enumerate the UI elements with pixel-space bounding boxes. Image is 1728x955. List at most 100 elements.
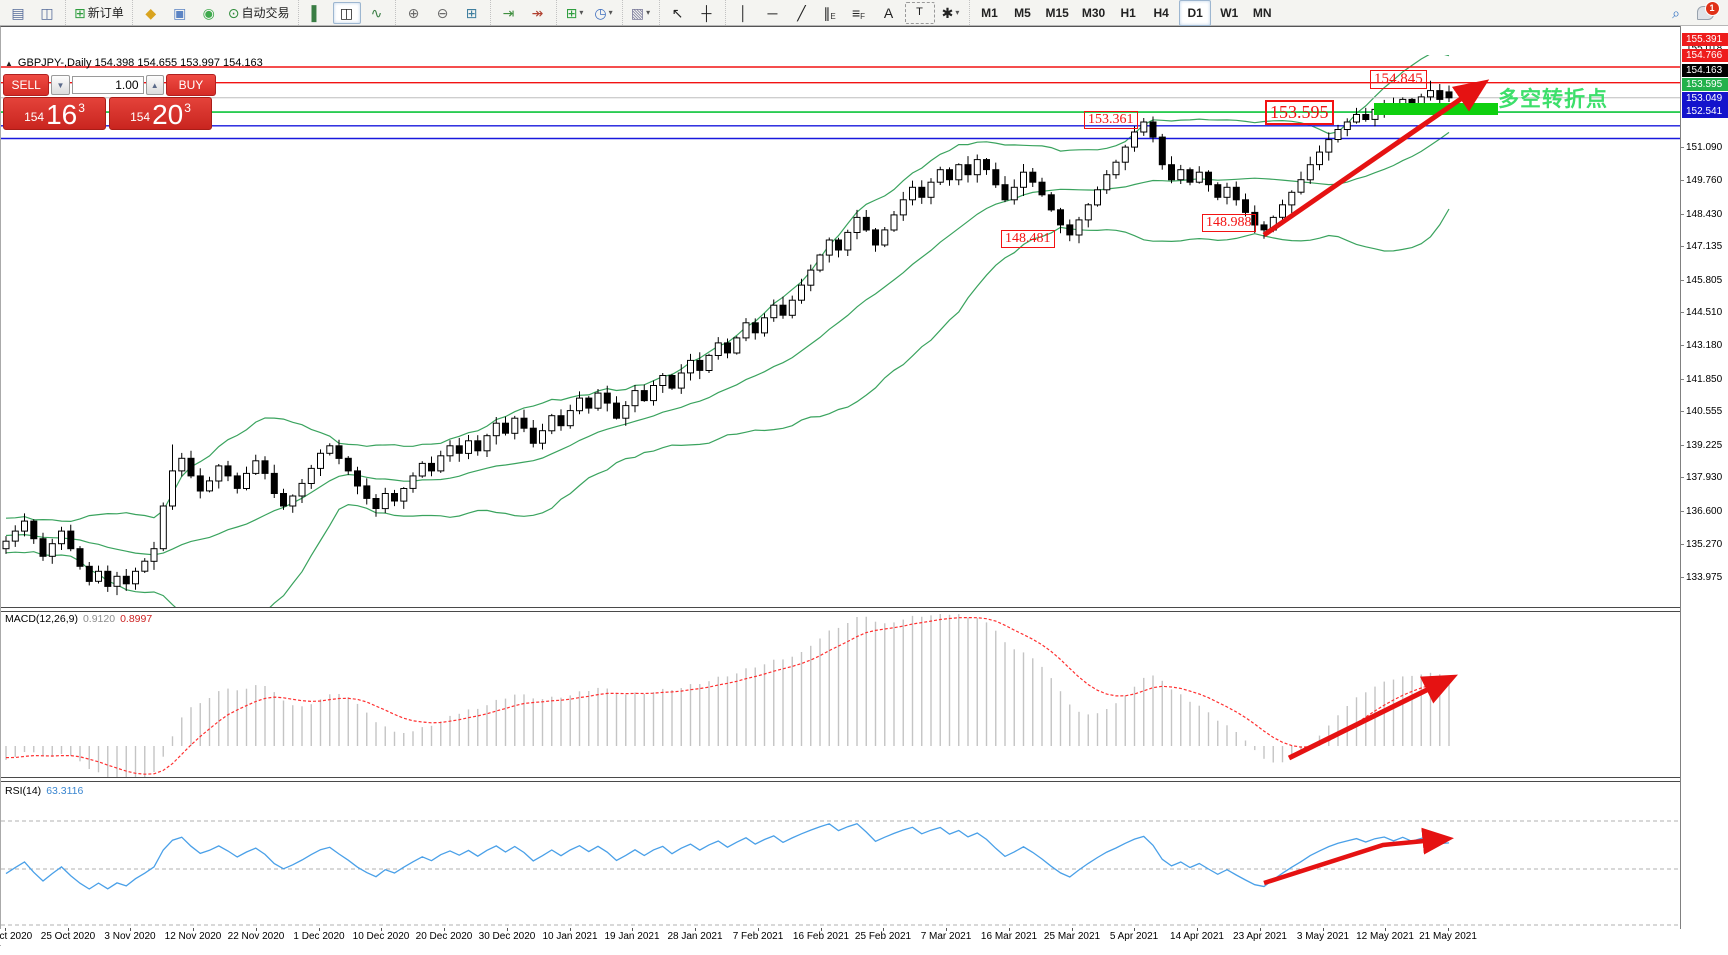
rsi-pane-svg[interactable] <box>1 781 1681 955</box>
market-watch-icon[interactable]: ▣ <box>167 3 193 23</box>
crosshair-icon-glyph: ┼ <box>701 4 712 21</box>
pane-separator[interactable] <box>1 607 1728 612</box>
date-tick <box>946 928 947 931</box>
add-chart-dropdown-icon[interactable]: ⊞ ▾ <box>562 3 588 23</box>
trendline-icon[interactable]: ╱ <box>789 3 815 23</box>
volume-input[interactable] <box>71 76 144 94</box>
auto-trading-button-glyph: ⊙ <box>227 4 240 21</box>
timeframe-H1[interactable]: H1 <box>1113 1 1143 25</box>
trend-arrow-macd[interactable] <box>1287 674 1458 761</box>
date-axis[interactable]: 15 Oct 2020 25 Oct 2020 3 Nov 2020 12 Nov 2… <box>0 928 1728 945</box>
equidistant-channel-icon[interactable]: ∥ E <box>818 3 844 23</box>
timeframe-MN[interactable]: MN <box>1247 1 1277 25</box>
line-chart-type-icon[interactable]: ∿ <box>364 3 390 23</box>
sell-price-prefix: 154 <box>24 110 45 124</box>
text-tool-icon[interactable]: A <box>876 3 902 23</box>
charts-window-icon[interactable]: ▤ <box>5 3 31 23</box>
date-tick <box>256 928 257 931</box>
date-axis-label: 22 Nov 2020 <box>227 931 285 942</box>
date-tick <box>1009 928 1010 931</box>
candlestick-type-icon-glyph: ◫ <box>339 4 354 21</box>
price-axis-label: 145.805 <box>1681 275 1722 286</box>
macd-name: MACD(12,26,9) <box>5 613 78 625</box>
date-axis-label: 30 Dec 2020 <box>478 931 536 942</box>
crosshair-icon[interactable]: ┼ <box>694 3 720 23</box>
rsi-indicator-label: RSI(14) 63.3116 <box>5 785 83 797</box>
toolbar-group: ⊞ ▾ ◷ ▾ <box>555 0 622 25</box>
tile-windows-icon[interactable]: ⊞ <box>459 3 485 23</box>
arrows-tool-icon[interactable]: ✱ ▾ <box>938 3 964 23</box>
price-label-annotation-148481[interactable]: 148.481 <box>1001 230 1055 249</box>
chart-symbol-ohlc: GBPJPY-,Daily 154.398 154.655 153.997 15… <box>17 57 263 69</box>
trend-arrow-rsi[interactable] <box>1263 827 1454 886</box>
sell-price-button[interactable]: 154 16 3 <box>3 97 106 130</box>
signals-icon[interactable]: ◉ <box>196 3 222 23</box>
timeframe-M15[interactable]: M15 <box>1041 1 1074 25</box>
search-icon-glyph: ⌕ <box>1672 4 1680 21</box>
search-icon[interactable]: ⌕ <box>1663 3 1689 23</box>
price-chart-svg[interactable] <box>1 55 1681 607</box>
price-label-annotation-153361[interactable]: 153.361 <box>1084 111 1138 130</box>
price-axis[interactable]: 151.090 149.760 148.430 147.135 145.805 144.5… <box>1680 26 1728 929</box>
price-label-annotation-148988[interactable]: 148.988 <box>1202 214 1256 233</box>
trend-arrow-main[interactable] <box>1262 79 1490 238</box>
price-axis-label: 139.225 <box>1681 440 1722 451</box>
volume-increase-button[interactable]: ▲ <box>145 75 164 95</box>
pane-separator[interactable] <box>1 777 1728 782</box>
text-label-tool-icon[interactable]: T <box>904 1 935 24</box>
candlestick-type-icon[interactable]: ◫ <box>332 1 361 24</box>
date-tick <box>695 928 696 931</box>
date-tick <box>381 928 382 931</box>
volume-decrease-button[interactable]: ▼ <box>51 75 70 95</box>
new-order-button[interactable]: ⊞ 新订单 <box>71 3 127 23</box>
date-axis-label: 25 Feb 2021 <box>854 931 912 942</box>
price-label-annotation-153595[interactable]: 153.595 <box>1265 100 1334 125</box>
timeframe-M5[interactable]: M5 <box>1008 1 1038 25</box>
macd-main-value: 0.9120 <box>82 613 116 625</box>
timeframe-W1[interactable]: W1 <box>1214 1 1244 25</box>
date-axis-label: 7 Feb 2021 <box>732 931 784 942</box>
toolbar: ▤ ◫ ⊞ 新订单 ◆ ▣ ◉ ⊙ 自动交易 ▌ ◫ ∿ ⊕ ⊖ ⊞ ⇥ ↠ ⊞ ▾ ◷ ▾ ▧ ▾ ↖ ┼ │ ─ ╱ ∥ E ≡ F A T ✱… <box>0 0 1728 26</box>
horizontal-line-icon[interactable]: ─ <box>760 3 786 23</box>
zoom-in-icon[interactable]: ⊕ <box>401 3 427 23</box>
buy-button[interactable]: BUY <box>165 74 216 96</box>
chart-shift-icon[interactable]: ↠ <box>525 3 551 23</box>
price-label-annotation-154845[interactable]: 154.845 <box>1370 70 1427 90</box>
timeframe-M1[interactable]: M1 <box>975 1 1005 25</box>
vertical-line-icon[interactable]: │ <box>731 3 757 23</box>
sell-price-pips: 16 <box>46 98 78 130</box>
price-axis-label: 135.270 <box>1681 539 1722 550</box>
auto-scroll-icon[interactable]: ⇥ <box>496 3 522 23</box>
buy-price-button[interactable]: 154 20 3 <box>109 97 212 130</box>
auto-trading-button-label: 自动交易 <box>241 5 290 20</box>
periods-dropdown-icon[interactable]: ◷ ▾ <box>591 3 617 23</box>
date-tick <box>319 928 320 931</box>
date-axis-label: 19 Jan 2021 <box>604 931 660 942</box>
notifications-icon[interactable]: 1 <box>1692 0 1720 23</box>
price-axis-label: 144.510 <box>1681 307 1722 318</box>
sell-button[interactable]: SELL <box>3 74 50 96</box>
timeframe-M30[interactable]: M30 <box>1077 1 1110 25</box>
fibonacci-icon[interactable]: ≡ F <box>847 3 873 23</box>
templates-dropdown-icon[interactable]: ▧ ▾ <box>628 3 654 23</box>
chart-profile-icon[interactable]: ◫ <box>34 3 60 23</box>
zoom-out-icon[interactable]: ⊖ <box>430 3 456 23</box>
horizontal-level-lines[interactable] <box>1 66 1681 140</box>
timeframe-M1-label: M1 <box>981 5 998 20</box>
timeframe-D1[interactable]: D1 <box>1179 0 1212 26</box>
timeframe-H4[interactable]: H4 <box>1146 1 1176 25</box>
chart-shift-icon-glyph: ↠ <box>531 4 544 21</box>
date-tick <box>444 928 445 931</box>
metaeditor-icon[interactable]: ◆ <box>138 3 164 23</box>
date-axis-label: 1 Dec 2020 <box>293 931 345 942</box>
toolbar-group: │ ─ ╱ ∥ E ≡ F A T ✱ ▾ <box>724 0 969 25</box>
date-tick <box>883 928 884 931</box>
macd-pane-svg[interactable] <box>1 610 1681 777</box>
timeframe-H4-label: H4 <box>1153 5 1169 20</box>
bar-chart-type-icon[interactable]: ▌ <box>304 3 330 23</box>
cursor-icon[interactable]: ↖ <box>665 3 691 23</box>
turning-point-note[interactable]: 多空转折点 <box>1498 87 1608 111</box>
price-axis-tag: 154.766 <box>1682 49 1728 62</box>
auto-trading-button[interactable]: ⊙ 自动交易 <box>225 3 293 23</box>
date-tick <box>193 928 194 931</box>
